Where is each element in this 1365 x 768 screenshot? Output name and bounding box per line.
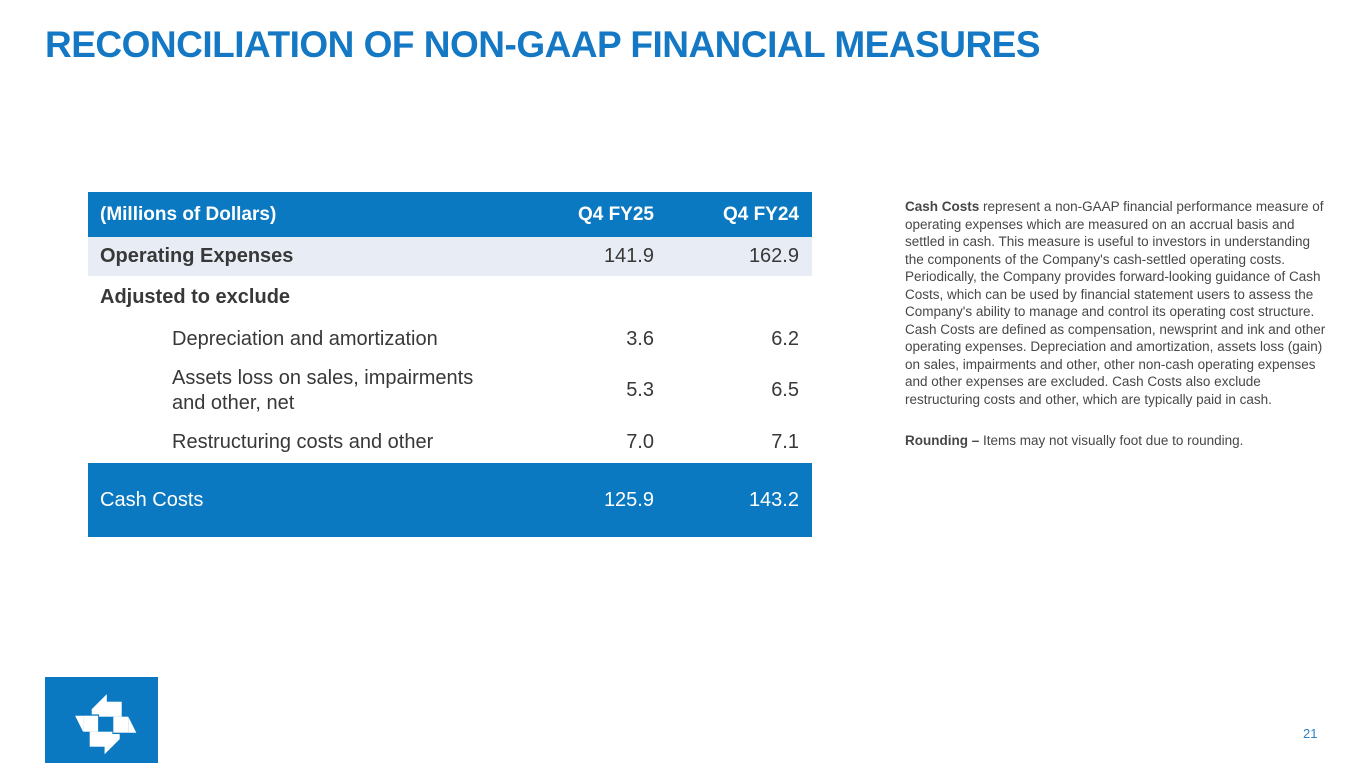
row-value-fy24: 6.5: [771, 379, 799, 401]
row-value-fy25: 5.3: [626, 379, 654, 401]
table-header-units: (Millions of Dollars): [100, 203, 277, 225]
cash-costs-definition-lead: Cash Costs: [905, 199, 980, 214]
row-label: Adjusted to exclude: [100, 285, 291, 308]
rounding-note-lead: Rounding –: [905, 433, 980, 448]
table-header-row: (Millions of Dollars) Q4 FY25 Q4 FY24: [88, 192, 812, 237]
table-row-assets-loss: Assets loss on sales, impairments and ot…: [88, 360, 812, 421]
row-label: Cash Costs: [100, 488, 204, 511]
rounding-note-body: Items may not visually foot due to round…: [979, 433, 1244, 448]
row-value-fy24: 6.2: [771, 327, 799, 350]
rounding-note: Rounding – Items may not visually foot d…: [905, 432, 1327, 450]
table-row-depreciation: Depreciation and amortization 3.6 6.2: [88, 318, 812, 360]
page-number: 21: [1303, 726, 1318, 741]
cash-costs-definition-body: represent a non-GAAP financial performan…: [905, 199, 1326, 407]
pinwheel-logo-icon: [75, 694, 137, 755]
table-row-adjusted-to-exclude: Adjusted to exclude: [88, 276, 812, 318]
row-value-fy24: 7.1: [771, 430, 799, 453]
table-row-restructuring: Restructuring costs and other 7.0 7.1: [88, 421, 812, 463]
reconciliation-table: (Millions of Dollars) Q4 FY25 Q4 FY24 Op…: [88, 192, 812, 537]
company-logo: [45, 677, 158, 763]
row-label: Depreciation and amortization: [172, 327, 438, 350]
row-value-fy24: 143.2: [748, 488, 799, 511]
row-value-fy25: 3.6: [626, 327, 654, 350]
row-label: Assets loss on sales, impairments and ot…: [172, 366, 474, 414]
row-value-fy25: 125.9: [603, 488, 654, 511]
cash-costs-definition: Cash Costs represent a non-GAAP financia…: [905, 198, 1327, 408]
row-value-fy25: 7.0: [626, 430, 654, 453]
row-label: Operating Expenses: [100, 245, 294, 267]
row-label: Restructuring costs and other: [172, 430, 434, 453]
row-value-fy25: 141.9: [603, 245, 654, 267]
table-header-q4fy24: Q4 FY24: [722, 203, 799, 225]
page-title: RECONCILIATION OF NON-GAAP FINANCIAL MEA…: [45, 24, 1041, 65]
table-row-cash-costs: Cash Costs 125.9 143.2: [88, 463, 812, 537]
row-value-fy24: 162.9: [748, 245, 799, 267]
table-header-q4fy25: Q4 FY25: [577, 203, 654, 225]
footnotes-panel: Cash Costs represent a non-GAAP financia…: [905, 198, 1327, 450]
table-row-operating-expenses: Operating Expenses 141.9 162.9: [88, 237, 812, 276]
